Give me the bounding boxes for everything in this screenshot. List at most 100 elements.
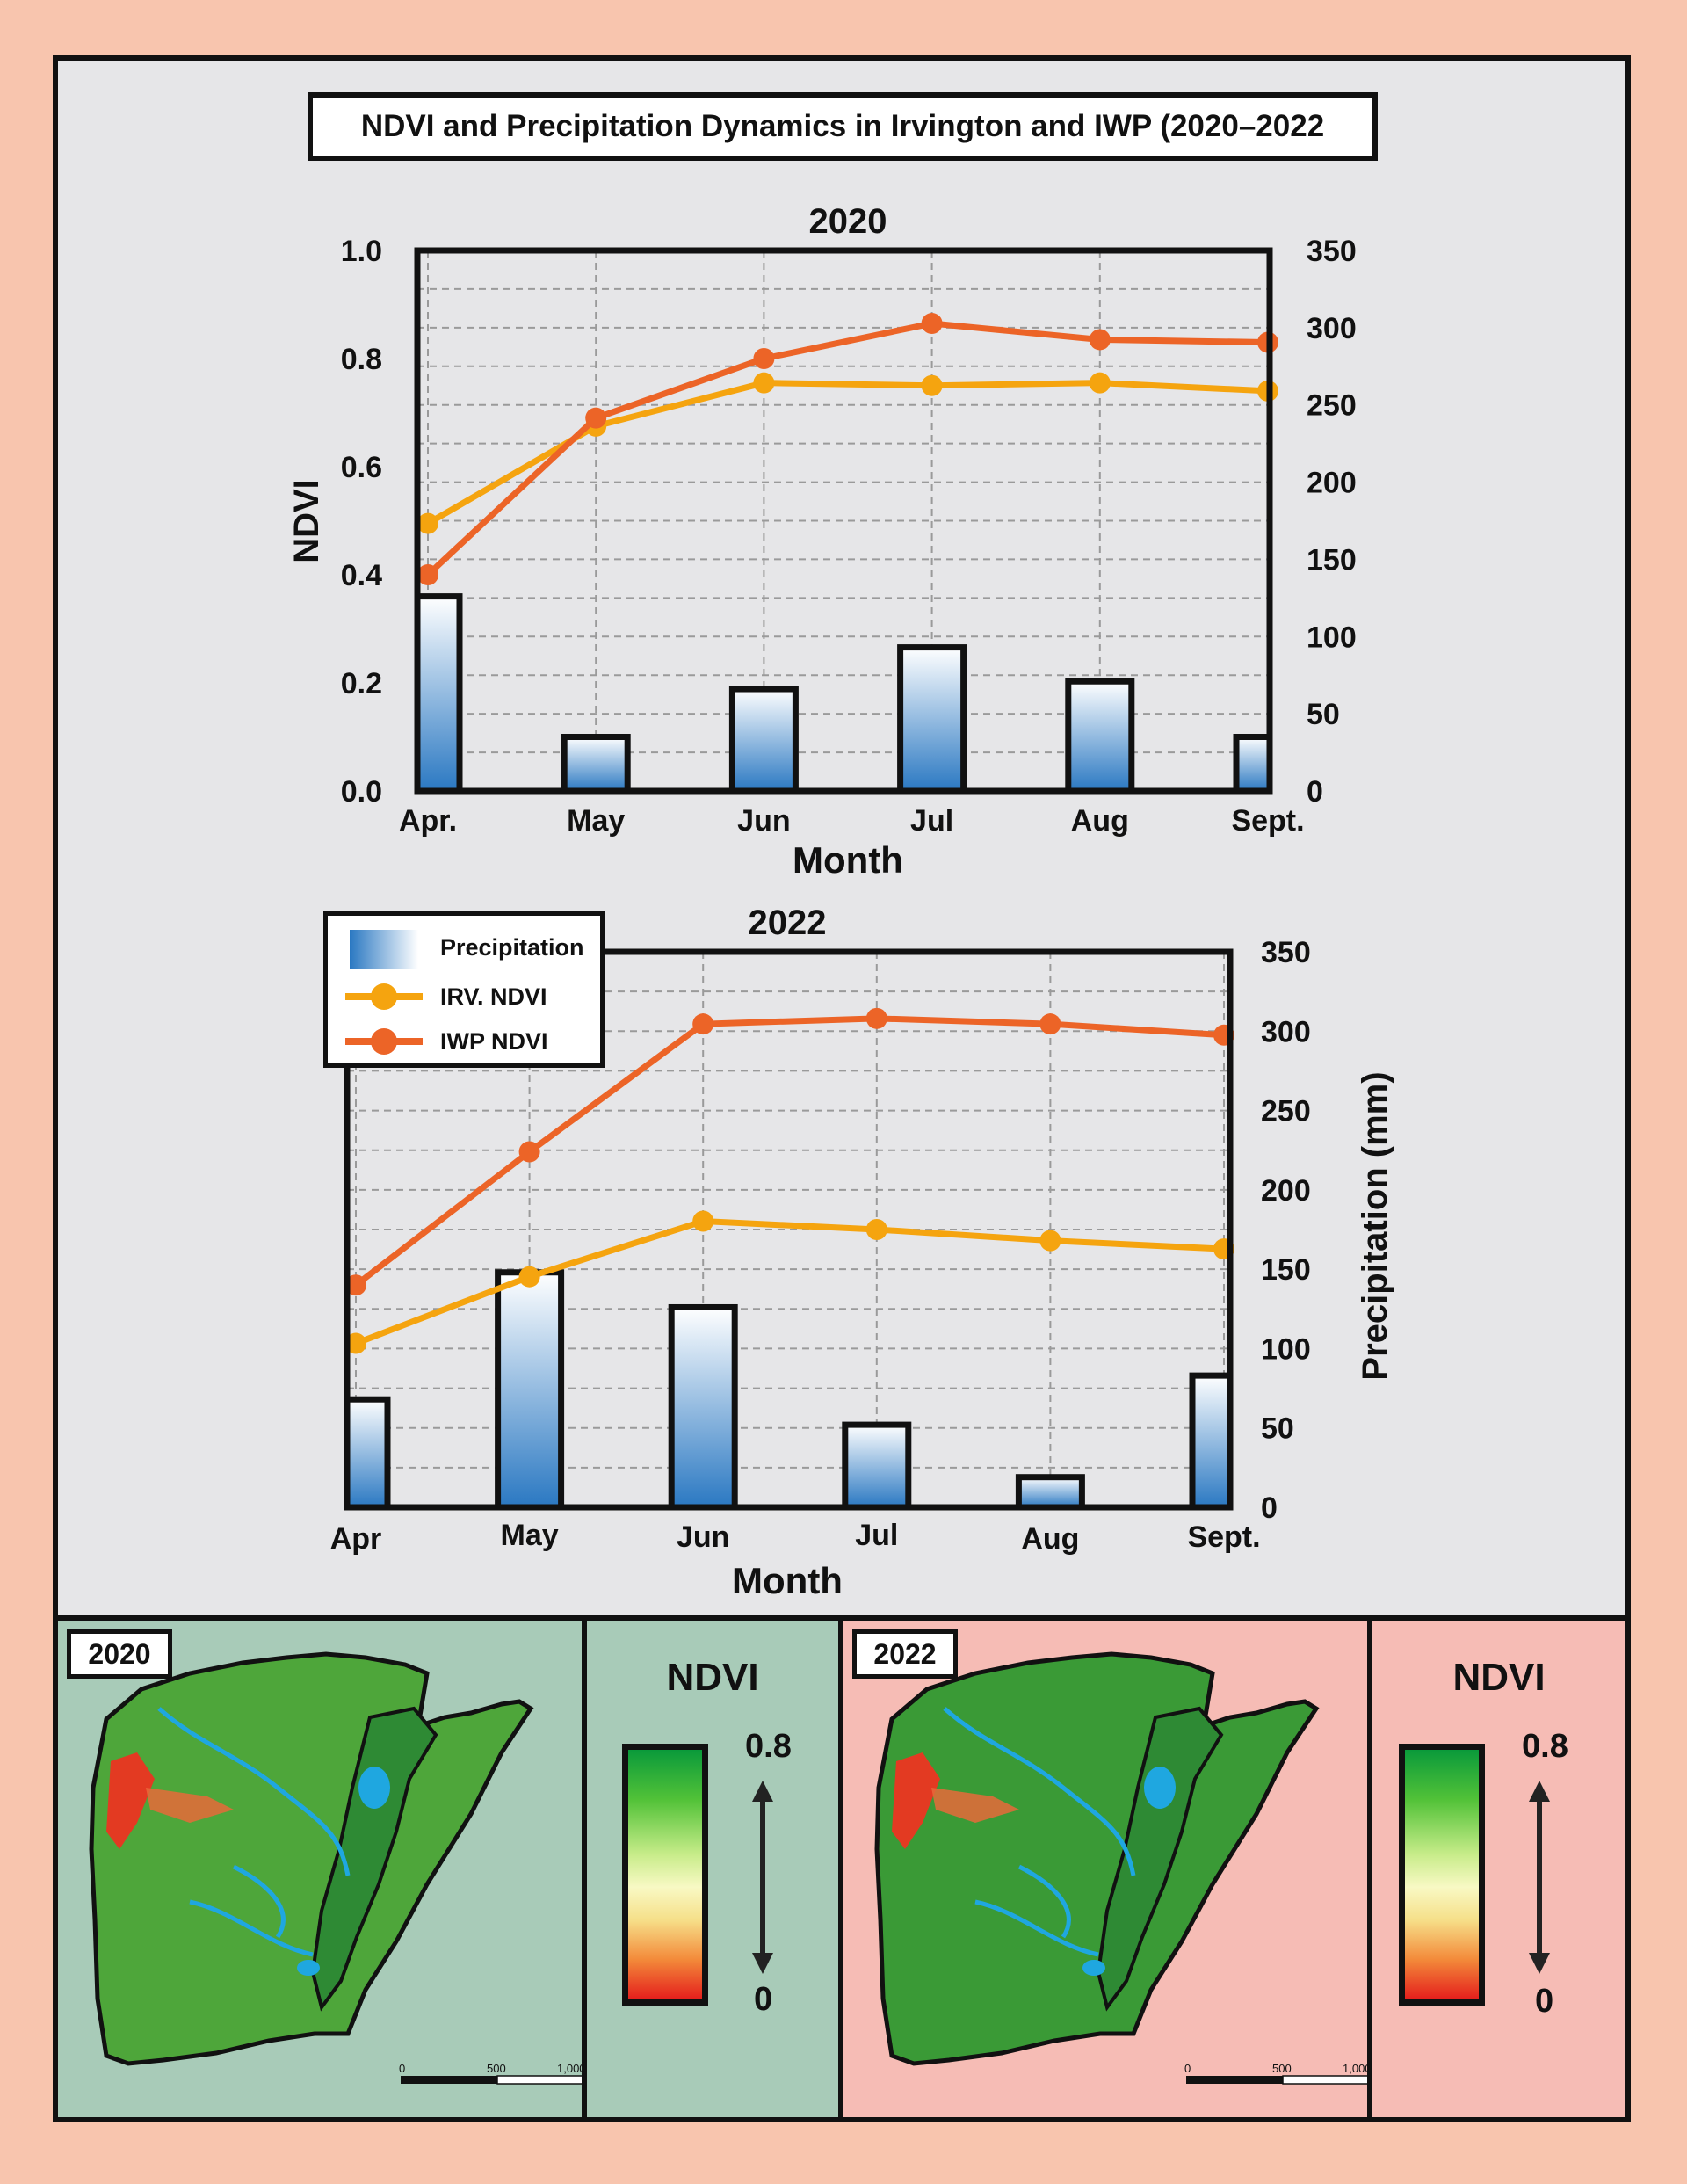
ndvi-min-label: 0 <box>1535 1983 1554 2020</box>
y2-tick-label: 250 <box>1307 389 1357 423</box>
ndvi-legend-panel-2022: NDVI 0.8 0 <box>1367 1615 1631 2122</box>
y2-tick-label: 200 <box>1307 467 1357 500</box>
plot-frame-2022 <box>344 948 1234 1511</box>
y2-tick-label: 50 <box>1261 1412 1294 1446</box>
y-axis-label-2020: NDVI <box>287 479 326 563</box>
precipitation-bar <box>1015 1474 1085 1511</box>
y2-tick-label: 0 <box>1261 1491 1278 1525</box>
ndvi-point <box>345 1274 366 1296</box>
y2-tick-label: 350 <box>1307 235 1357 268</box>
scale-bar-labels: 0 500 1,000 m <box>399 2062 601 2078</box>
ndvi-point <box>1039 1013 1061 1035</box>
ndvi-point <box>417 564 438 585</box>
legend-label: Precipitation <box>440 934 584 961</box>
scale-tick-0: 0 <box>1184 2062 1191 2075</box>
y-tick-label: 0.4 <box>341 559 382 592</box>
ndvi-point <box>692 1013 714 1035</box>
y-tick-label: 0.8 <box>341 343 382 376</box>
y2-tick-label: 100 <box>1261 1332 1311 1366</box>
precipitation-bar <box>344 1396 391 1511</box>
ndvi-color-ramp <box>622 1744 708 2006</box>
precipitation-bar <box>1065 678 1135 795</box>
precipitation-bar <box>842 1421 912 1511</box>
ndvi-point <box>417 512 438 534</box>
y2-tick-label: 300 <box>1307 312 1357 345</box>
precipitation-bar <box>495 1269 565 1511</box>
x-axis-label-2022: Month <box>732 1560 843 1601</box>
ndvi-point <box>1089 329 1111 351</box>
ndvi-map-2022 <box>874 1651 1367 2085</box>
ndvi-map-2020 <box>89 1651 582 2085</box>
scale-tick-500: 500 <box>1272 2062 1292 2075</box>
chart-legend: Precipitation IRV. NDVI IWP NDVI <box>323 911 605 1068</box>
figure-title: NDVI and Precipitation Dynamics in Irvin… <box>360 109 1325 143</box>
legend-item-iwp-ndvi: IWP NDVI <box>328 1019 600 1063</box>
precipitation-bar <box>1233 734 1273 795</box>
precipitation-bar <box>668 1303 738 1511</box>
scale-tick-0: 0 <box>399 2062 406 2075</box>
x-tick-label: Sept. <box>1187 1520 1260 1554</box>
legend-line-swatch <box>345 983 423 1010</box>
y2-tick-label: 150 <box>1307 543 1357 577</box>
double-arrow-icon <box>752 1781 773 1974</box>
precipitation-bar <box>1189 1372 1234 1511</box>
y-tick-label: 0.2 <box>341 667 382 700</box>
x-tick-label: Jun <box>677 1520 729 1554</box>
x-tick-label: May <box>567 804 625 838</box>
y-tick-label: 1.0 <box>341 235 382 268</box>
ndvi-legend-panel-2020: NDVI 0.8 0 <box>582 1615 844 2122</box>
ndvi-point <box>865 1219 887 1240</box>
ndvi-series-line <box>425 320 1269 577</box>
legend-label: IWP NDVI <box>440 1028 548 1055</box>
precipitation-bar <box>728 686 799 795</box>
map-year-tag: 2022 <box>852 1629 958 1679</box>
ndvi-point <box>1039 1230 1061 1252</box>
chart-title-2020: 2020 <box>809 202 887 241</box>
scale-bar <box>1186 2075 1367 2085</box>
y2-tick-label: 350 <box>1261 936 1311 969</box>
ndvi-point <box>865 1007 887 1029</box>
ndvi-point <box>1089 372 1111 394</box>
precipitation-bar <box>897 644 967 795</box>
x-tick-label: Jul <box>855 1519 898 1552</box>
y2-tick-label: 100 <box>1307 620 1357 654</box>
x-axis-label-2020: Month <box>793 839 903 881</box>
y2-tick-label: 250 <box>1261 1095 1311 1128</box>
scale-bar-labels: 0 500 1,000 m <box>1184 2062 1387 2078</box>
ndvi-max-label: 0.8 <box>745 1728 792 1765</box>
ndvi-point <box>753 348 775 369</box>
scale-bar <box>401 2075 582 2085</box>
map-panel-2020: 2020 0 500 1,000 m <box>53 1615 598 2122</box>
ndvi-legend-title: NDVI <box>666 1656 759 1699</box>
scale-tick-500: 500 <box>487 2062 506 2075</box>
ndvi-min-label: 0 <box>754 1981 773 2018</box>
y-tick-label: 0.6 <box>341 451 382 484</box>
ndvi-max-label: 0.8 <box>1522 1728 1568 1765</box>
ndvi-point <box>921 313 943 335</box>
x-tick-label: Apr <box>330 1522 382 1556</box>
ndvi-point <box>753 372 775 394</box>
legend-bar-swatch <box>350 930 418 969</box>
y2-tick-label: 300 <box>1261 1015 1311 1048</box>
ndvi-point <box>518 1266 540 1288</box>
chart-title-2022: 2022 <box>749 903 827 942</box>
ndvi-point <box>345 1332 366 1354</box>
x-tick-label: Apr. <box>399 804 457 838</box>
y2-axis-label-2022: Precipitation (mm) <box>1356 1071 1394 1380</box>
map-year-tag: 2020 <box>67 1629 172 1679</box>
double-arrow-icon <box>1529 1781 1550 1974</box>
ndvi-legend-title: NDVI <box>1452 1656 1546 1699</box>
precipitation-bar <box>414 593 463 795</box>
y2-tick-label: 200 <box>1261 1174 1311 1208</box>
ndvi-point <box>921 374 943 396</box>
plot-frame-2020 <box>414 247 1273 795</box>
x-tick-label: Jun <box>737 804 790 838</box>
legend-label: IRV. NDVI <box>440 983 547 1010</box>
ndvi-point <box>518 1141 540 1163</box>
ndvi-point <box>585 407 607 429</box>
ndvi-series-line <box>354 1217 1225 1346</box>
x-tick-label: May <box>501 1519 559 1552</box>
chart-2020: 2020 0.0 0.2 0.4 0.6 0.8 1.0 0 50 100 150 200 250 3… <box>287 202 1357 881</box>
precipitation-bar <box>561 734 631 795</box>
ndvi-series-line <box>353 1015 1225 1288</box>
